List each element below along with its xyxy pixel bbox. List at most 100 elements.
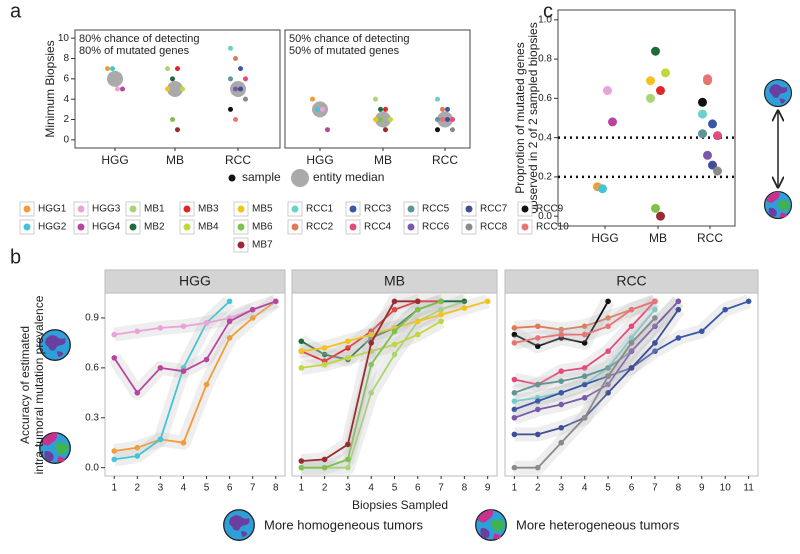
legend-label: RCC1: [306, 204, 334, 215]
legend-label: MB3: [198, 204, 219, 215]
legend-label: HGG2: [38, 222, 67, 233]
y-tick-label: 4: [63, 94, 69, 105]
data-point: [157, 365, 164, 371]
x-tick-label: 9: [485, 483, 491, 494]
x-tick-label: MB: [649, 231, 667, 245]
legend-marker: [291, 169, 309, 187]
sample-point: [233, 55, 238, 61]
sample-point: [698, 129, 707, 139]
legend-label: MB2: [144, 222, 165, 233]
sample-point: [175, 127, 180, 133]
sample-point: [440, 117, 445, 123]
footer-label: More heterogeneous tumors: [516, 517, 680, 532]
facet-strip: [291, 269, 498, 294]
legend-swatch: [129, 205, 137, 213]
legend-swatch: [407, 205, 415, 213]
series-line: [301, 300, 465, 469]
sample-point: [445, 106, 450, 112]
data-point: [157, 436, 164, 443]
data-point: [321, 361, 328, 368]
data-point: [511, 331, 518, 338]
data-point: [511, 414, 518, 421]
plot-frame: [104, 292, 286, 477]
legend-swatch: [407, 223, 415, 231]
data-point: [345, 355, 351, 361]
x-tick-label: 1: [111, 483, 117, 494]
x-tick-label: 4: [582, 483, 588, 494]
data-point: [203, 320, 210, 326]
data-point: [534, 464, 541, 471]
sample-point: [233, 117, 238, 123]
data-point: [534, 406, 541, 413]
data-point: [391, 328, 398, 335]
legend-label: MB1: [144, 204, 165, 215]
x-tick-label: 5: [605, 483, 611, 494]
series-line: [114, 300, 231, 461]
x-tick-label: 9: [699, 483, 705, 494]
y-axis-label: intra-tumoral mutation prevalence: [32, 295, 46, 474]
data-point: [484, 298, 491, 305]
sample-point: [603, 86, 612, 96]
data-point: [226, 318, 233, 325]
x-tick-label: 3: [558, 483, 564, 494]
sample-point: [708, 119, 717, 129]
legend-label: RCC10: [536, 222, 569, 233]
y-tick-label: 8: [63, 53, 69, 64]
y-tick-label: 0.9: [85, 313, 99, 324]
data-point: [511, 390, 518, 396]
legend-label: RCC5: [422, 204, 450, 215]
facet-title: RCC: [616, 273, 646, 289]
legend-label: RCC8: [480, 222, 508, 233]
data-point: [558, 378, 565, 384]
data-point: [652, 323, 658, 330]
x-tick-label: 3: [345, 483, 351, 494]
y-tick-label: 0.8: [538, 54, 552, 65]
data-point: [558, 331, 565, 338]
data-point: [605, 365, 611, 371]
sample-point: [238, 86, 243, 92]
x-tick-label: 4: [181, 483, 187, 494]
data-point: [272, 298, 279, 305]
x-tick-label: RCC: [697, 231, 723, 245]
x-tick-label: 8: [462, 483, 468, 494]
data-point: [438, 318, 444, 325]
sample-point: [656, 211, 665, 221]
data-point: [628, 340, 635, 346]
series-line: [114, 300, 277, 452]
data-point: [298, 464, 305, 471]
legend-label: RCC7: [480, 204, 508, 215]
data-point: [111, 456, 118, 463]
data-point: [111, 355, 118, 361]
sample-point: [165, 66, 170, 72]
x-tick-label: 2: [322, 483, 328, 494]
y-axis-label: Proprotion of mutated genes: [513, 42, 527, 193]
data-point: [605, 390, 611, 396]
legend-label: RCC6: [422, 222, 450, 233]
data-point: [652, 340, 658, 346]
legend-swatch: [521, 223, 529, 231]
data-point: [652, 306, 658, 313]
legend-label: sample: [242, 170, 281, 184]
data-point: [345, 345, 351, 351]
sample-point: [310, 96, 315, 102]
series-line: [301, 300, 418, 462]
data-point: [511, 406, 518, 413]
data-point: [605, 315, 611, 321]
data-point: [203, 381, 210, 388]
data-point: [581, 365, 588, 371]
data-point: [298, 338, 305, 345]
data-point: [461, 305, 468, 311]
x-tick-label: 1: [299, 483, 305, 494]
sample-point: [325, 127, 330, 133]
data-point: [438, 298, 444, 305]
sample-point: [373, 96, 378, 102]
data-point: [134, 444, 141, 451]
data-point: [558, 424, 565, 431]
data-point: [368, 390, 375, 396]
data-point: [298, 365, 305, 371]
sample-point: [165, 86, 170, 92]
y-tick-label: 0.2: [538, 172, 552, 183]
legend-swatch: [77, 205, 85, 213]
sample-point: [180, 86, 185, 92]
